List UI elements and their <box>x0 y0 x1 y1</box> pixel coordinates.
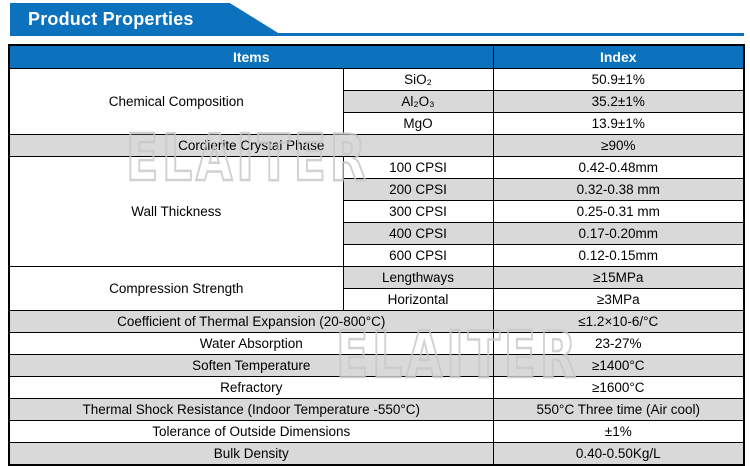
value-cell: ≤1.2×10-6/°C <box>492 310 745 333</box>
table-row: Water Absorption 23-27% <box>8 332 745 355</box>
value-cell: ≥3MPa <box>492 288 745 311</box>
table-row: Coefficient of Thermal Expansion (20-800… <box>8 310 745 333</box>
value-cell: 23-27% <box>492 332 745 355</box>
item-cell: Bulk Density <box>8 442 494 466</box>
value-cell: 0.17-0.20mm <box>492 222 745 245</box>
value-cell: 0.42-0.48mm <box>492 156 745 179</box>
table-row: Chemical Composition SiO₂ 50.9±1% <box>8 68 745 135</box>
value-cell: 0.25-0.31 mm <box>492 200 745 223</box>
value-cell: ±1% <box>492 420 745 443</box>
item-cell: Coefficient of Thermal Expansion (20-800… <box>8 310 494 333</box>
value-cell: 50.9±1% <box>492 68 745 91</box>
table-row: Bulk Density 0.40-0.50Kg/L <box>8 442 745 466</box>
index-header-cell: Index <box>492 44 745 69</box>
item-cell: Tolerance of Outside Dimensions <box>8 420 494 443</box>
item-group-cell: Chemical Composition <box>8 68 344 135</box>
table-row: Al₂O₃ 35.2±1% <box>9 90 745 113</box>
item-cell: SiO₂ <box>342 68 494 91</box>
items-header-cell: Items <box>8 44 494 69</box>
item-cell: Cordierite Crystal Phase <box>8 134 494 157</box>
value-cell: ≥1400°C <box>492 354 745 377</box>
item-cell: Soften Temperature <box>8 354 494 377</box>
table-row: Compression Strength Lengthways ≥15MPa <box>8 266 745 311</box>
item-cell: Thermal Shock Resistance (Indoor Tempera… <box>8 398 494 421</box>
table-row: Wall Thickness 100 CPSI 0.42-0.48mm <box>8 156 745 267</box>
table-row: 200 CPSI 0.32-0.38 mm <box>9 178 745 201</box>
value-cell: 13.9±1% <box>492 112 745 135</box>
item-group-cell: Compression Strength <box>8 266 344 311</box>
value-cell: 35.2±1% <box>492 90 745 113</box>
item-cell: Water Absorption <box>8 332 494 355</box>
table-row: Soften Temperature ≥1400°C <box>8 354 745 377</box>
table-row: Tolerance of Outside Dimensions ±1% <box>8 420 745 443</box>
table-row: 400 CPSI 0.17-0.20mm <box>9 222 745 245</box>
value-cell: 0.12-0.15mm <box>492 244 745 267</box>
value-cell: ≥90% <box>492 134 745 157</box>
item-cell: 600 CPSI <box>342 244 494 267</box>
value-cell: 0.40-0.50Kg/L <box>492 442 745 466</box>
table-row: Thermal Shock Resistance (Indoor Tempera… <box>8 398 745 421</box>
value-cell: 0.32-0.38 mm <box>492 178 745 201</box>
item-group-cell: Wall Thickness <box>8 156 344 267</box>
item-cell: 300 CPSI <box>342 200 494 223</box>
page-title: Product Properties <box>28 9 194 29</box>
table-header-row: Items Index <box>8 44 745 69</box>
item-cell: Al₂O₃ <box>342 90 494 113</box>
table-row: Refractory ≥1600°C <box>8 376 745 399</box>
value-cell: 550°C Three time (Air cool) <box>492 398 745 421</box>
item-cell: 400 CPSI <box>342 222 494 245</box>
table-row: Cordierite Crystal Phase ≥90% <box>8 134 745 157</box>
item-cell: Lengthways <box>342 266 494 289</box>
item-cell: 100 CPSI <box>342 156 494 179</box>
value-cell: ≥15MPa <box>492 266 745 289</box>
item-cell: Horizontal <box>342 288 494 311</box>
product-properties-table: Items Index Chemical Composition SiO₂ 50… <box>8 44 746 466</box>
item-cell: Refractory <box>8 376 494 399</box>
value-cell: ≥1600°C <box>492 376 745 399</box>
table-row: 300 CPSI 0.25-0.31 mm <box>9 200 745 223</box>
item-cell: 200 CPSI <box>342 178 494 201</box>
banner-underline-bar <box>271 33 744 36</box>
item-cell: MgO <box>342 112 494 135</box>
banner-ribbon <box>10 3 283 36</box>
table-row: 600 CPSI 0.12-0.15mm <box>9 244 745 267</box>
